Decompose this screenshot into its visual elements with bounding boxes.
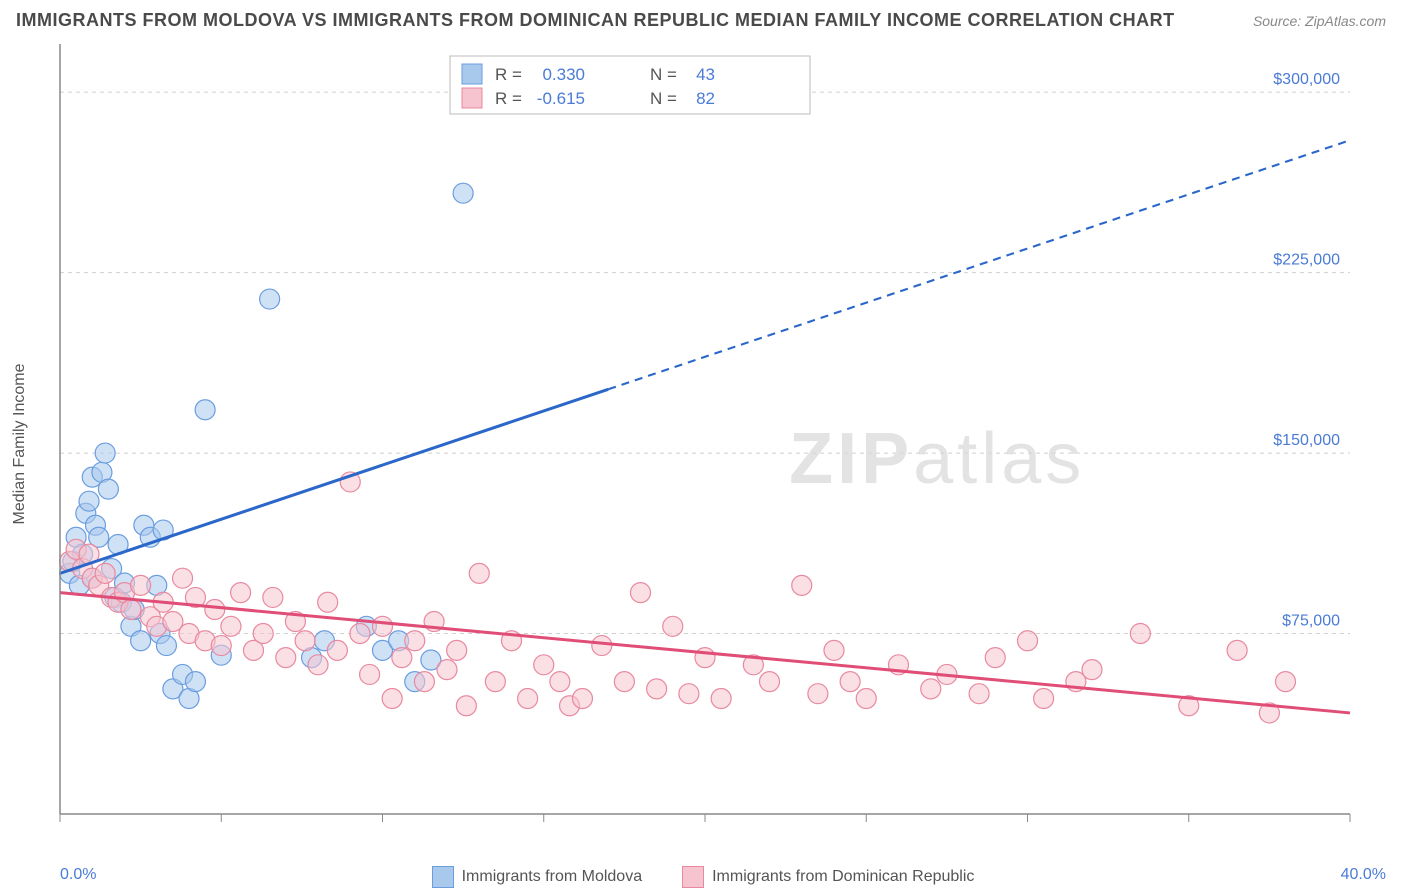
y-axis-label: Median Family Income (11, 364, 29, 525)
chart-title: IMMIGRANTS FROM MOLDOVA VS IMMIGRANTS FR… (16, 10, 1175, 31)
svg-text:43: 43 (696, 65, 715, 84)
svg-text:R =: R = (495, 65, 522, 84)
svg-text:$225,000: $225,000 (1273, 252, 1340, 269)
svg-text:ZIPatlas: ZIPatlas (789, 419, 1085, 499)
scatter-chart: $75,000 $150,000 $225,000 $300,000 ZIPatlas R… (50, 44, 1390, 844)
x-axis-start-label: 0.0% (60, 866, 96, 884)
legend-item-moldova: Immigrants from Moldova (432, 866, 643, 888)
legend-label-moldova: Immigrants from Moldova (462, 868, 643, 886)
svg-text:N =: N = (650, 65, 677, 84)
chart-container: Median Family Income $75,000$150,000$225… (50, 44, 1390, 844)
chart-header: IMMIGRANTS FROM MOLDOVA VS IMMIGRANTS FR… (0, 0, 1406, 37)
legend-bottom: 0.0% Immigrants from Moldova Immigrants … (0, 866, 1406, 888)
svg-text:-0.615: -0.615 (537, 89, 585, 108)
x-axis-end-label: 40.0% (1341, 866, 1386, 884)
legend-item-dominican: Immigrants from Dominican Republic (682, 866, 974, 888)
legend-swatch-blue (432, 866, 454, 888)
svg-text:0.330: 0.330 (542, 65, 585, 84)
legend-label-dominican: Immigrants from Dominican Republic (712, 868, 974, 886)
svg-text:N =: N = (650, 89, 677, 108)
svg-text:82: 82 (696, 89, 715, 108)
svg-text:$300,000: $300,000 (1273, 71, 1340, 88)
svg-text:R =: R = (495, 89, 522, 108)
legend-swatch-pink (682, 866, 704, 888)
svg-text:$75,000: $75,000 (1282, 613, 1340, 630)
svg-text:$150,000: $150,000 (1273, 432, 1340, 449)
source-label: Source: ZipAtlas.com (1253, 13, 1386, 29)
